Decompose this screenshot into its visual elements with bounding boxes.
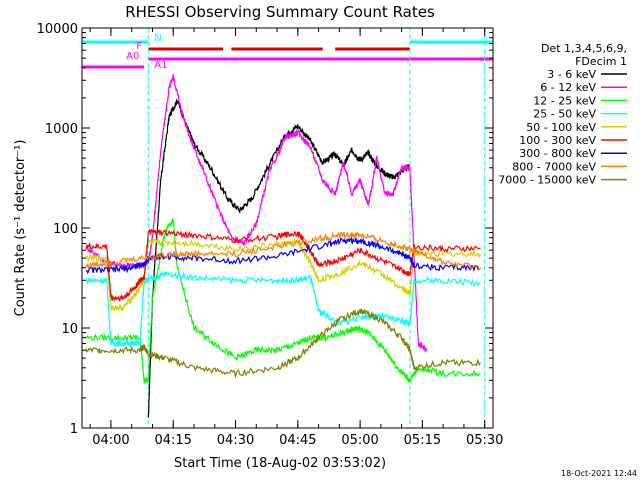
x-tick-label: 04:15 <box>154 433 191 448</box>
x-axis-label: Start Time (18-Aug-02 03:53:02) <box>174 456 386 471</box>
series-line-5 <box>85 228 481 303</box>
series-line-1 <box>85 74 428 352</box>
x-tick-label: 04:00 <box>92 433 129 448</box>
timestamp: 18-Oct-2021 12:44 <box>561 469 637 478</box>
flag-bars: N FA0 A1 <box>81 28 493 428</box>
x-tick-label: 05:00 <box>341 433 378 448</box>
series-line-7 <box>85 230 481 272</box>
legend-header-line-1: Det 1,3,4,5,6,9, <box>541 42 627 55</box>
y-tick-label: 10000 <box>37 22 78 37</box>
legend-label: 7000 - 15000 keV <box>498 174 596 187</box>
series-lines <box>85 74 482 418</box>
legend-label: 6 - 12 keV <box>540 81 596 94</box>
y-axis-label: Count Rate (s⁻¹ detector⁻¹) <box>13 140 28 317</box>
chart-title: RHESSI Observing Summary Count Rates <box>125 3 435 21</box>
legend-label: 800 - 7000 keV <box>512 160 596 173</box>
legend-label: 12 - 25 keV <box>533 94 596 107</box>
legend-label: 50 - 100 keV <box>526 121 596 134</box>
x-tick-label: 05:15 <box>404 433 441 448</box>
legend-label: 300 - 800 keV <box>519 147 596 160</box>
y-tick-label: 1000 <box>45 122 78 137</box>
series-line-6 <box>85 235 481 275</box>
legend-label: 100 - 300 keV <box>519 134 596 147</box>
y-tick-label: 100 <box>53 222 78 237</box>
series-line-8 <box>85 308 482 379</box>
series-line-2 <box>85 217 481 385</box>
axes <box>81 27 494 429</box>
night-flag-label: N <box>154 33 161 44</box>
attenuator-a0-label: A0 <box>126 51 139 62</box>
flare-flag-label: F <box>136 41 142 52</box>
y-tick-label: 10 <box>61 322 78 337</box>
x-tick-label: 05:30 <box>466 433 503 448</box>
tick-labels: 04:00 04:15 04:30 04:45 05:00 05:15 05:30 1 10 10… <box>37 22 504 448</box>
legend-header-line-2: FDecim 1 <box>575 55 627 68</box>
series-line-3 <box>85 270 481 348</box>
y-tick-label: 1 <box>70 422 78 437</box>
x-tick-label: 04:30 <box>217 433 254 448</box>
attenuator-a1-label: A1 <box>154 60 167 71</box>
legend-label: 25 - 50 keV <box>533 108 596 121</box>
x-tick-label: 04:45 <box>279 433 316 448</box>
series-line-4 <box>85 237 482 313</box>
legend-label: 3 - 6 keV <box>547 68 596 81</box>
